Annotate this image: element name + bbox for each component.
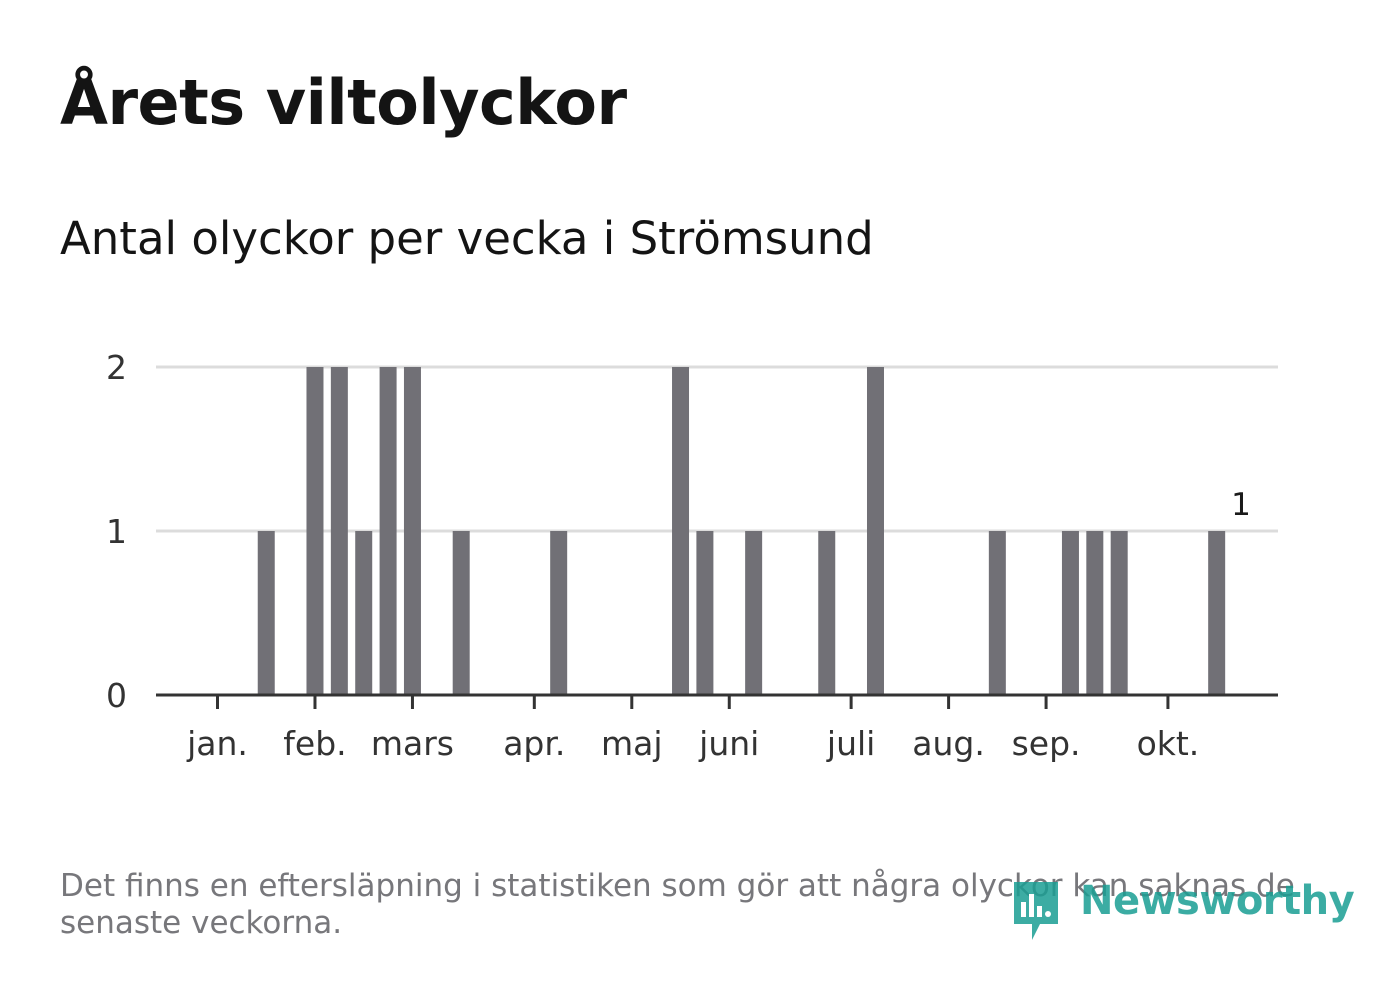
- x-tick-label: maj: [601, 724, 663, 763]
- bar-week-23: [745, 531, 763, 695]
- chart-subtitle: Antal olyckor per vecka i Strömsund: [60, 212, 874, 265]
- x-tick-label: apr.: [503, 724, 565, 763]
- footnote: Det finns en eftersläpning i statistiken…: [60, 868, 1295, 941]
- bar-week-38: [1110, 531, 1128, 695]
- x-tick-label: aug.: [912, 724, 985, 763]
- bar-week-33: [988, 531, 1006, 695]
- gridlines: [156, 365, 1278, 533]
- highlight-data-label: 1: [1231, 487, 1251, 523]
- bar-week-37: [1086, 531, 1104, 695]
- bar-week-8: [379, 367, 397, 695]
- bars: [257, 367, 1226, 695]
- bar-week-28: [866, 367, 884, 695]
- logo-text: Newsworthy: [1080, 878, 1355, 924]
- x-tick-label: juli: [826, 724, 875, 763]
- chart-title: Årets viltolyckor: [60, 66, 627, 139]
- y-tick-label: 0: [106, 676, 127, 715]
- bar-chart: 0 1 2 jan. feb. mars apr. maj juni juli aug. sep. o…: [106, 348, 1278, 763]
- bar-week-9: [403, 367, 421, 695]
- newsworthy-logo: Newsworthy: [1010, 876, 1355, 946]
- y-tick-label: 1: [106, 512, 127, 551]
- x-axis: jan. feb. mars apr. maj juni juli aug. sep. okt.: [156, 693, 1278, 763]
- bar-week-20: [672, 367, 690, 695]
- bar-week-26: [818, 531, 836, 695]
- newsworthy-logo-icon: [1014, 882, 1058, 940]
- bar-week-15: [550, 531, 568, 695]
- x-tick-label: sep.: [1012, 724, 1081, 763]
- x-tick-label: okt.: [1137, 724, 1200, 763]
- x-tick-label: juni: [698, 724, 759, 763]
- x-tick-label: feb.: [283, 724, 346, 763]
- data-labels: 1: [1231, 487, 1251, 523]
- x-tick-label: mars: [371, 724, 454, 763]
- x-tick-label: jan.: [186, 724, 248, 763]
- y-tick-label: 2: [106, 348, 127, 387]
- bar-week-36: [1061, 531, 1079, 695]
- y-axis-ticks: 0 1 2: [106, 348, 127, 715]
- bar-week-11: [452, 531, 470, 695]
- bar-week-21: [696, 531, 714, 695]
- bar-week-3: [257, 531, 275, 695]
- bar-week-5: [306, 367, 324, 695]
- bar-week-42: [1208, 531, 1226, 695]
- bar-week-7: [355, 531, 373, 695]
- bar-week-6: [330, 367, 348, 695]
